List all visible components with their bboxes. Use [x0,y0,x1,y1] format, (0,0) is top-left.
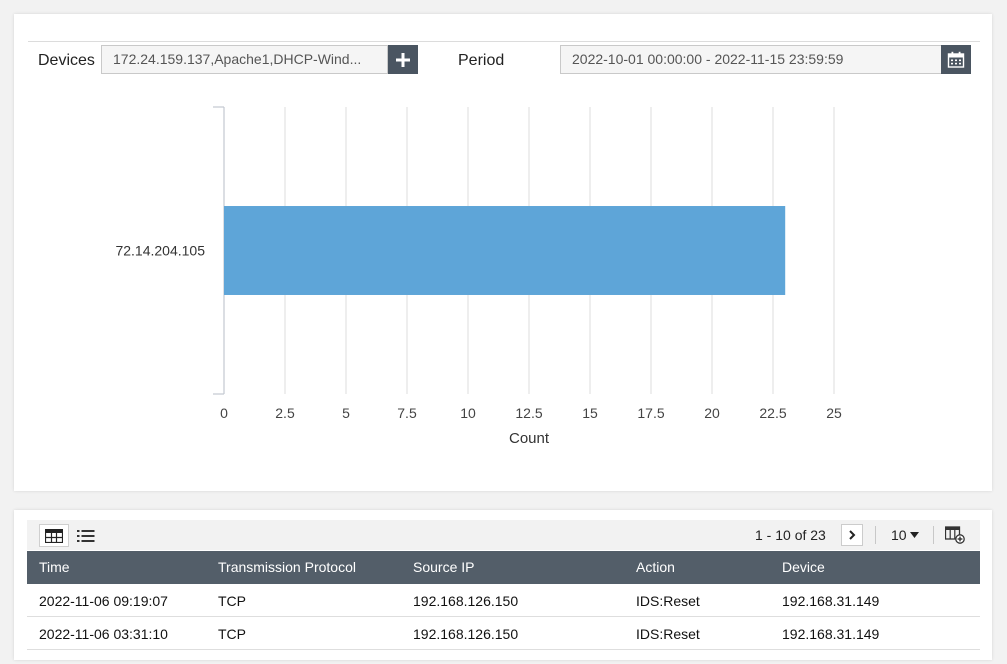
cell-action: IDS:Reset [636,626,700,642]
cell-time: 2022-11-06 03:31:10 [39,626,168,642]
period-field[interactable]: 2022-10-01 00:00:00 - 2022-11-15 23:59:5… [560,45,943,74]
category-label: 72.14.204.105 [115,243,205,259]
events-table-panel: 1 - 10 of 23 10 Time [14,510,992,660]
cell-source-ip: 192.168.126.150 [413,626,519,642]
period-label: Period [458,52,505,69]
calendar-icon [947,51,965,68]
column-settings-button[interactable] [944,526,967,546]
table-toolbar: 1 - 10 of 23 10 [27,520,980,550]
devices-label: Devices [38,52,95,69]
cell-device: 192.168.31.149 [782,593,880,609]
cell-protocol: TCP [218,626,246,642]
list-view-button[interactable] [71,524,101,547]
devices-field[interactable]: 172.24.159.137,Apache1,DHCP-Wind... [101,45,388,74]
x-tick-label: 5 [342,405,350,421]
bar [224,206,786,295]
grid-view-button[interactable] [39,524,69,547]
x-tick-label: 7.5 [397,405,417,421]
x-tick-label: 2.5 [275,405,295,421]
x-axis-title: Count [509,430,550,447]
x-tick-label: 17.5 [637,405,664,421]
table-row[interactable]: 2022-11-06 03:31:10 TCP 192.168.126.150 … [27,617,980,650]
divider [28,41,980,42]
bar-chart: 0 2.5 5 7.5 10 12.5 15 17.5 20 22.5 25 72.14.204.10… [115,106,842,447]
x-tick-label: 10 [460,405,476,421]
column-header-device[interactable]: Device [782,559,825,575]
caret-down-icon [909,532,919,538]
page-size-dropdown[interactable]: 10 [891,527,919,543]
cell-action: IDS:Reset [636,593,700,609]
pagination-info: 1 - 10 of 23 [755,527,826,543]
cell-time: 2022-11-06 09:19:07 [39,593,168,609]
page-size-value: 10 [891,527,907,543]
cell-protocol: TCP [218,593,246,609]
list-icon [77,529,95,542]
column-header-time[interactable]: Time [39,559,70,575]
cell-device: 192.168.31.149 [782,626,880,642]
report-chart-panel: Devices 172.24.159.137,Apache1,DHCP-Wind… [14,14,992,491]
column-header-source-ip[interactable]: Source IP [413,559,475,575]
column-header-action[interactable]: Action [636,559,675,575]
x-tick-label: 15 [582,405,598,421]
add-device-button[interactable] [388,45,418,74]
table-header: Time Transmission Protocol Source IP Act… [27,551,980,584]
x-tick-label: 12.5 [515,405,542,421]
plus-icon [396,52,410,67]
x-tick-label: 25 [826,405,842,421]
table-grid-icon [45,528,63,543]
column-settings-icon [944,526,965,544]
next-page-button[interactable] [841,524,863,546]
divider [875,526,876,544]
cell-source-ip: 192.168.126.150 [413,593,519,609]
table-row[interactable]: 2022-11-06 09:19:07 TCP 192.168.126.150 … [27,584,980,617]
divider [933,526,934,544]
x-tick-label: 0 [220,405,228,421]
column-header-protocol[interactable]: Transmission Protocol [218,559,356,575]
x-tick-label: 22.5 [759,405,786,421]
calendar-button[interactable] [941,45,971,74]
chevron-right-icon [849,530,856,540]
x-tick-label: 20 [704,405,720,421]
